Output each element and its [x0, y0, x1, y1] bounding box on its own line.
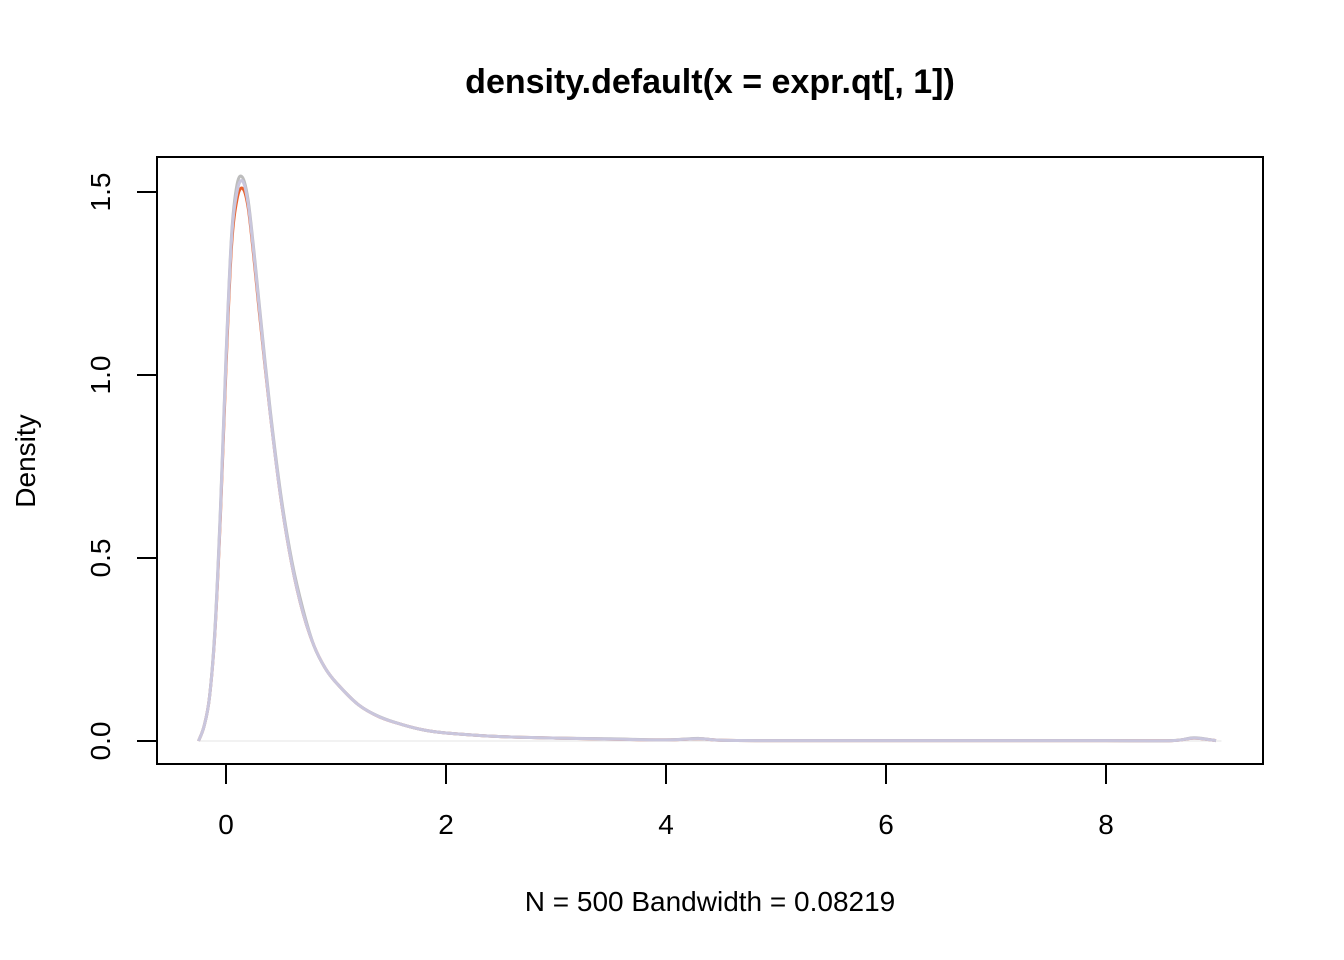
x-tick-label: 8 — [1098, 809, 1114, 840]
y-tick-label: 1.0 — [85, 356, 116, 395]
y-tick-label: 0.0 — [85, 722, 116, 761]
x-tick-label: 4 — [658, 809, 674, 840]
plot-frame — [156, 156, 1264, 765]
density-series-line-2 — [197, 174, 1217, 743]
x-axis-label: N = 500 Bandwidth = 0.08219 — [525, 886, 896, 917]
density-series-line-3 — [197, 179, 1217, 743]
chart-title: density.default(x = expr.qt[, 1]) — [465, 63, 955, 101]
x-tick-label: 0 — [218, 809, 234, 840]
series-layer — [197, 174, 1222, 743]
y-axis-label: Density — [10, 414, 41, 507]
y-tick-label: 0.5 — [85, 539, 116, 578]
density-series-line-1 — [197, 186, 1217, 743]
x-tick-label: 6 — [878, 809, 894, 840]
y-tick-label: 1.5 — [85, 173, 116, 212]
axes-layer: 0 2 4 6 8 0.0 0.5 1.0 1.5 — [85, 173, 1114, 840]
x-tick-label: 2 — [438, 809, 454, 840]
